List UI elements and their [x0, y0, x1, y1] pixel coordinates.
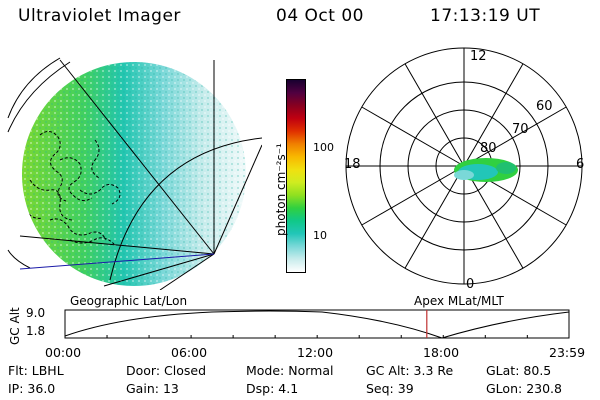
colorbar-tick-100: 100	[313, 141, 334, 154]
observation-date: 04 Oct 00	[276, 6, 364, 26]
polar-lat-80: 80	[480, 141, 497, 156]
meridian-line	[59, 59, 215, 255]
image-title: Ultraviolet Imager	[18, 6, 181, 26]
meridian-line	[103, 253, 215, 287]
seq-status: Seq: 39	[366, 381, 414, 396]
colorbar-tick-10: 10	[313, 229, 327, 242]
ip-status: IP: 36.0	[8, 381, 56, 396]
dsp-status: Dsp: 4.1	[246, 381, 299, 396]
parallel-arc	[7, 57, 61, 119]
polar-spoke	[463, 165, 524, 269]
geographic-grid	[7, 57, 262, 290]
timeline-x-tick-1200: 12:00	[297, 345, 334, 360]
parallel-arc	[109, 137, 262, 281]
polar-spoke	[463, 106, 567, 167]
timeline-x-tick-1800: 18:00	[423, 345, 460, 360]
polar-lat-70: 70	[512, 122, 529, 137]
parallel-arc	[7, 61, 71, 133]
timeline-x-tick-0000: 00:00	[45, 345, 82, 360]
timeline-y-label: GC Alt	[8, 307, 22, 345]
polar-hour-18: 18	[344, 157, 361, 172]
polar-spoke	[361, 106, 465, 167]
polar-hour-12: 12	[470, 49, 487, 64]
polar-spoke	[404, 63, 465, 167]
glon-status: GLon: 230.8	[486, 381, 562, 396]
timeline-y-tick-max: 9.0	[26, 306, 46, 320]
observation-time: 17:13:19 UT	[430, 6, 541, 26]
satellite-track	[19, 253, 215, 270]
geographic-caption: Geographic Lat/Lon	[70, 294, 188, 308]
polar-lat-60: 60	[536, 99, 553, 114]
altitude-curve	[64, 310, 570, 339]
polar-spoke	[463, 63, 524, 167]
parallel-line	[19, 235, 215, 255]
timeline-x-tick-2359: 23:59	[549, 345, 586, 360]
colorbar-unit-label: photon cm⁻²s⁻¹	[274, 143, 288, 236]
polar-mlt-plot: 12 18 6 0 60 70 80	[344, 47, 584, 290]
timeline-x-tick-0600: 06:00	[171, 345, 208, 360]
filter-status: Flt: LBHL	[8, 363, 64, 378]
polar-spoke	[404, 165, 465, 269]
gc-alt-status: GC Alt: 3.3 Re	[366, 363, 454, 378]
meridian-line	[159, 253, 215, 290]
coastlines	[25, 131, 121, 245]
altitude-timeline	[64, 309, 570, 339]
colorbar	[286, 79, 306, 273]
mode-status: Mode: Normal	[246, 363, 334, 378]
polar-hour-6: 6	[576, 157, 584, 172]
glat-status: GLat: 80.5	[486, 363, 552, 378]
timeline-y-tick-min: 1.8	[26, 324, 46, 338]
door-status: Door: Closed	[126, 363, 207, 378]
auroral-emission	[454, 158, 518, 182]
parallel-arc	[7, 249, 31, 269]
polar-spoke	[361, 165, 465, 226]
polar-hour-0: 0	[466, 277, 474, 290]
apex-caption: Apex MLat/MLT	[414, 294, 504, 308]
gain-status: Gain: 13	[126, 381, 179, 396]
earth-uv-image	[7, 57, 262, 290]
meridian-line	[213, 144, 262, 255]
